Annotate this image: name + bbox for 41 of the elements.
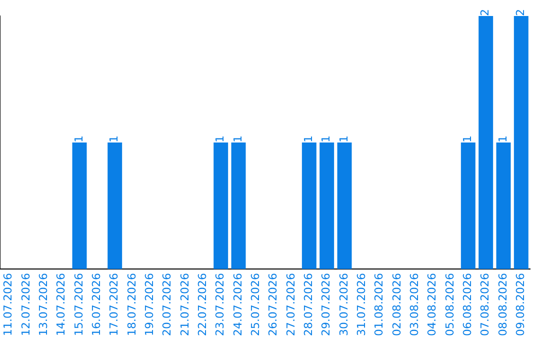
x-tick-label: 28.07.2026 <box>302 273 316 336</box>
data-label: 1 <box>320 136 333 143</box>
x-tick-label: 04.08.2026 <box>426 273 439 336</box>
data-label: 2 <box>514 9 528 16</box>
x-tick-label: 24.07.2026 <box>231 273 244 336</box>
x-tick-label: 25.07.2026 <box>249 273 262 336</box>
data-label: 1 <box>337 136 350 143</box>
x-tick-label: 03.08.2026 <box>408 273 422 336</box>
x-tick-label: 19.07.2026 <box>143 273 156 336</box>
x-tick-label: 01.08.2026 <box>372 273 386 336</box>
data-label: 1 <box>231 136 244 143</box>
x-tick-label: 22.07.2026 <box>196 273 210 336</box>
data-label: 1 <box>496 136 510 143</box>
x-tick-label: 12.07.2026 <box>19 273 32 336</box>
data-label: 1 <box>461 136 474 143</box>
data-label: 1 <box>302 136 316 143</box>
x-tick-label: 11.07.2026 <box>2 273 15 336</box>
x-tick-label: 07.08.2026 <box>478 273 492 336</box>
data-label: 1 <box>108 136 121 143</box>
x-tick-label: 16.07.2026 <box>90 273 104 336</box>
x-tick-label: 30.07.2026 <box>337 273 350 336</box>
x-tick-label: 09.08.2026 <box>514 273 528 336</box>
x-tick-label: 15.07.2026 <box>72 273 86 336</box>
x-tick-label: 02.08.2026 <box>390 273 404 336</box>
data-label: 2 <box>478 9 492 16</box>
x-tick-label: 06.08.2026 <box>461 273 474 336</box>
x-tick-label: 20.07.2026 <box>160 273 174 336</box>
x-tick-label: 23.07.2026 <box>214 273 227 336</box>
x-tick-label: 21.07.2026 <box>178 273 192 336</box>
x-tick-label: 17.07.2026 <box>108 273 121 336</box>
x-tick-label: 13.07.2026 <box>37 273 50 336</box>
x-tick-label: 05.08.2026 <box>443 273 456 336</box>
x-tick-label: 08.08.2026 <box>496 273 510 336</box>
x-tick-label: 26.07.2026 <box>266 273 280 336</box>
x-tick-label: 14.07.2026 <box>54 273 68 336</box>
x-tick-label: 31.07.2026 <box>355 273 368 336</box>
data-label: 1 <box>214 136 227 143</box>
data-label: 1 <box>72 136 86 143</box>
x-tick-label: 18.07.2026 <box>125 273 138 336</box>
x-tick-label: 29.07.2026 <box>320 273 333 336</box>
x-tick-label: 27.07.2026 <box>284 273 298 336</box>
